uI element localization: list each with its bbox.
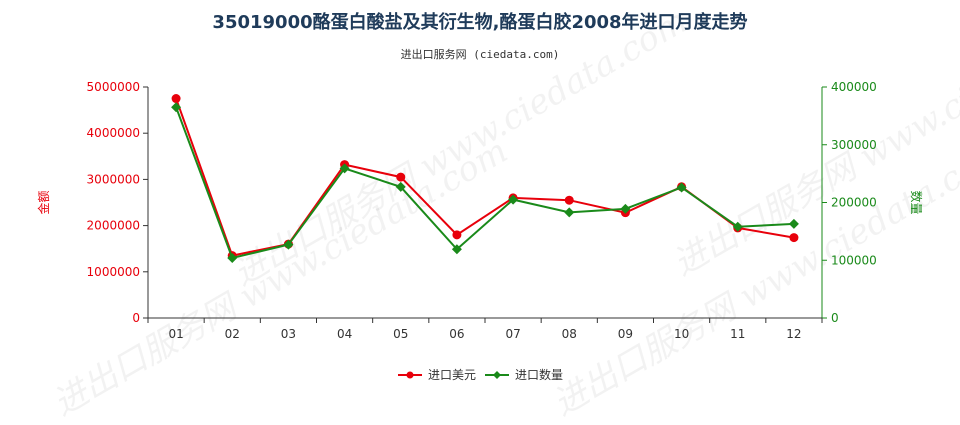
x-tick-label: 03 [281, 327, 296, 341]
chart-svg: 0100000020000003000000400000050000000100… [36, 80, 924, 382]
left-tick-label: 2000000 [87, 219, 140, 233]
x-tick-label: 05 [393, 327, 408, 341]
series-point-2 [339, 163, 350, 174]
series-point-1 [396, 172, 406, 182]
right-tick-label: 200000 [831, 196, 877, 210]
series-point-1 [452, 230, 462, 240]
legend-label-1: 进口美元 [428, 368, 476, 382]
series-point-1 [564, 195, 574, 205]
series-line-2 [175, 106, 794, 260]
left-axis-title: 金额 [36, 190, 51, 214]
right-tick-label: 400000 [831, 80, 877, 94]
right-tick-label: 0 [831, 311, 839, 325]
series-point-2 [283, 239, 294, 250]
series-point-2 [676, 182, 687, 193]
x-tick-label: 10 [674, 327, 689, 341]
chart-subtitle: 进出口服务网 (ciedata.com) [400, 48, 560, 61]
series-point-2 [171, 102, 182, 113]
x-tick-label: 01 [168, 327, 183, 341]
series-point-2 [788, 218, 799, 229]
x-tick-label: 09 [618, 327, 633, 341]
left-tick-label: 5000000 [87, 80, 140, 94]
series-point-2 [620, 203, 631, 214]
series-point-2 [395, 181, 406, 192]
series-point-2 [451, 244, 462, 255]
x-tick-label: 06 [449, 327, 464, 341]
x-tick-label: 04 [337, 327, 352, 341]
x-tick-label: 11 [730, 327, 745, 341]
left-tick-label: 1000000 [87, 265, 140, 279]
x-tick-label: 02 [225, 327, 240, 341]
left-tick-label: 3000000 [87, 172, 140, 186]
series-point-1 [789, 233, 799, 243]
series-line-1 [175, 98, 795, 257]
left-tick-label: 0 [132, 311, 140, 325]
left-tick-label: 4000000 [87, 126, 140, 140]
series-point-2 [227, 252, 238, 263]
right-tick-label: 300000 [831, 138, 877, 152]
x-tick-label: 08 [562, 327, 577, 341]
chart-page: { "title": "35019000酪蛋白酸盐及其衍生物,酪蛋白胶2008年… [36, 0, 960, 425]
right-tick-label: 100000 [831, 253, 877, 267]
right-axis-title: 数量 [909, 190, 924, 214]
series-point-2 [732, 221, 743, 232]
x-tick-label: 12 [786, 327, 801, 341]
legend-marker-1 [406, 371, 414, 379]
series-point-2 [564, 207, 575, 218]
x-tick-label: 07 [505, 327, 520, 341]
series-point-2 [508, 194, 519, 205]
chart-title: 35019000酪蛋白酸盐及其衍生物,酪蛋白胶2008年进口月度走势 [212, 12, 748, 33]
legend-marker-2 [493, 371, 501, 379]
series-point-1 [171, 94, 181, 104]
legend-label-2: 进口数量 [515, 367, 563, 382]
